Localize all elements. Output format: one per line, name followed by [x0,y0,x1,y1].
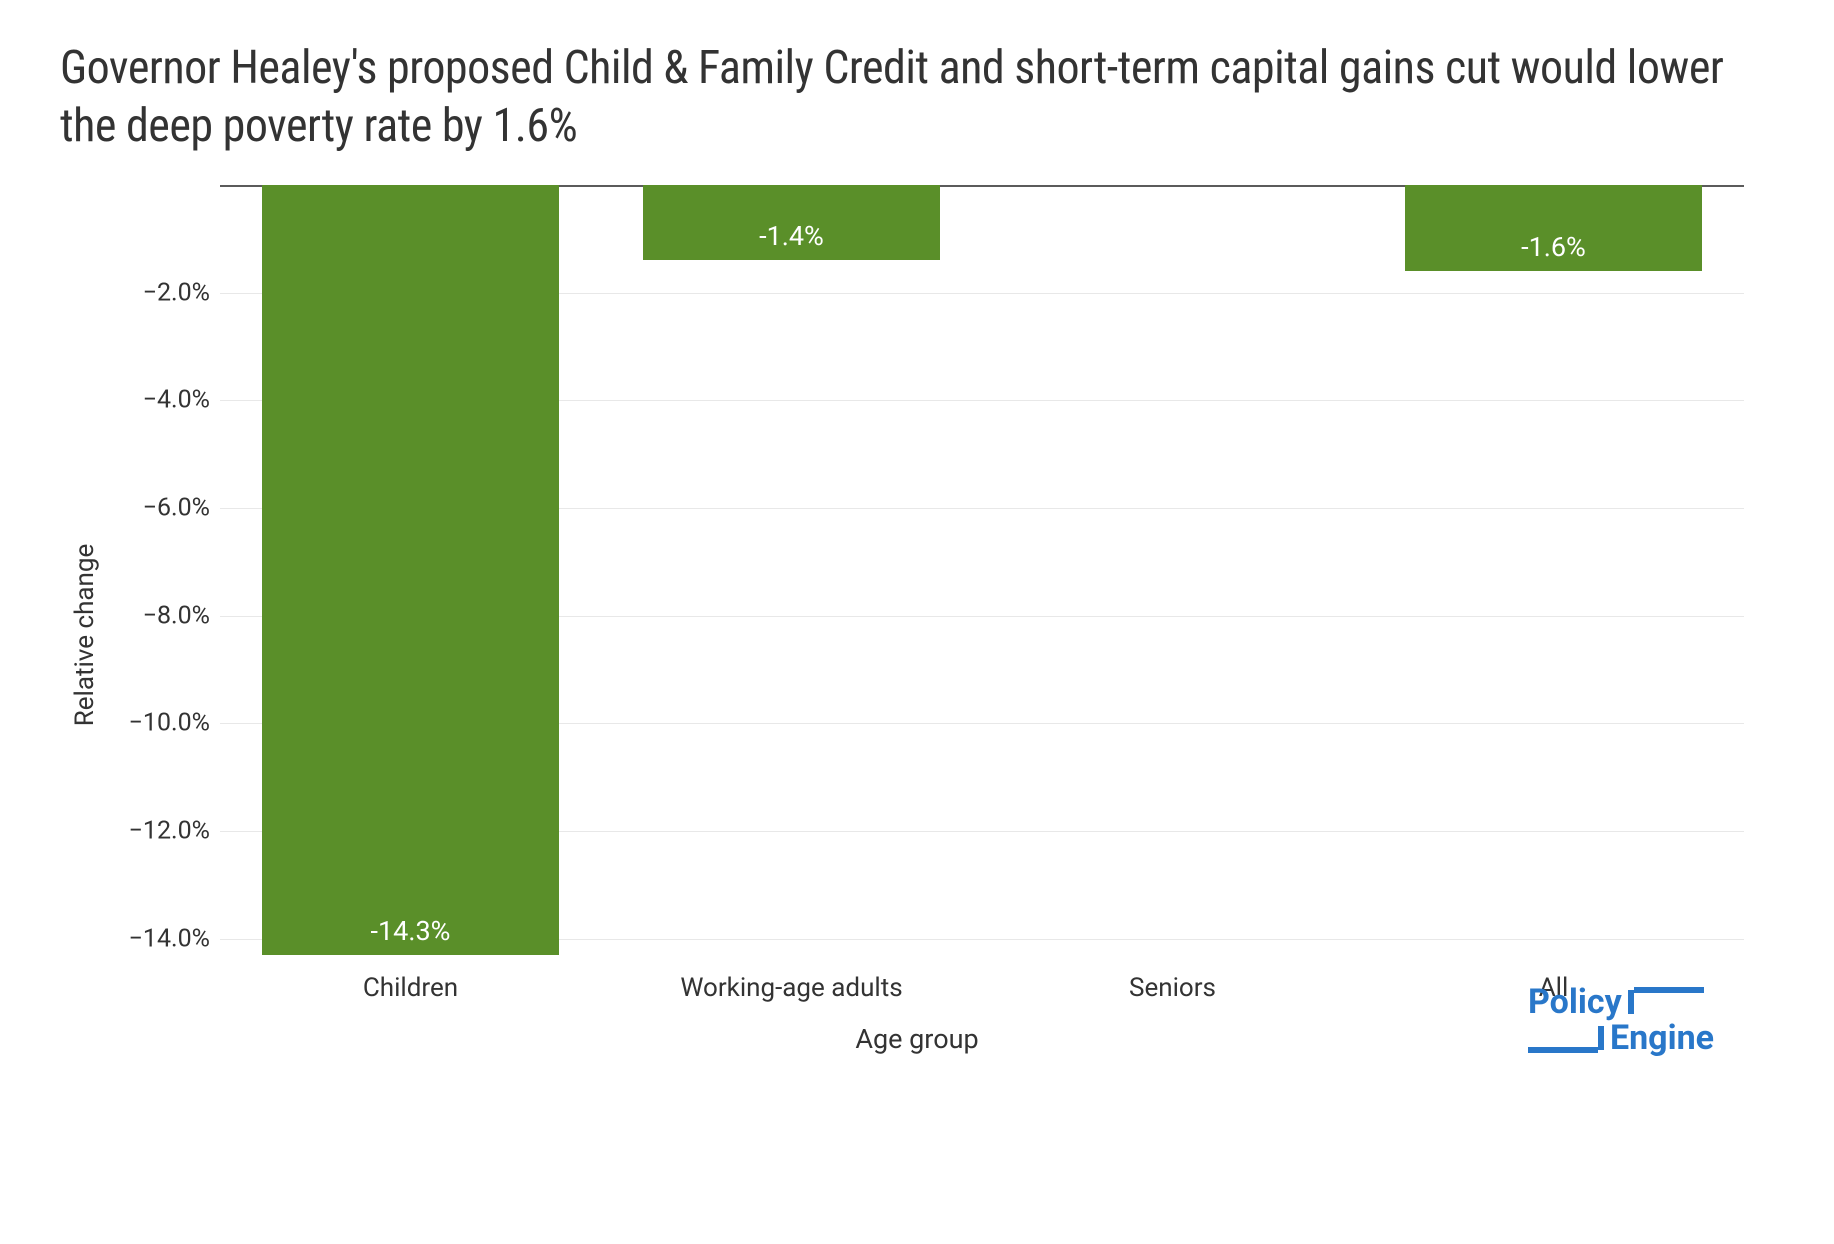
bar: -14.3% [262,185,559,955]
logo-text-policy: Policy [1528,985,1622,1019]
logo-row-2: Engine [1528,1021,1714,1055]
chart-container: Governor Healey's proposed Child & Famil… [0,0,1834,1244]
yaxis-title: Relative change [70,544,100,727]
ytick-label: −8.0% [70,601,210,630]
bar-slot: -14.3% [262,185,559,955]
ytick-label: −14.0% [70,924,210,953]
bars-group: -14.3% -1.4% -1.6% [220,185,1744,955]
logo-line-icon [1528,1047,1598,1053]
bar: -1.6% [1405,185,1702,271]
logo-row-1: Policy [1528,985,1714,1019]
ytick-label: −12.0% [70,817,210,846]
ytick-label: −6.0% [70,494,210,523]
bar-slot: -1.6% [1405,185,1702,955]
logo-line-icon [1634,987,1704,993]
ytick-label: −4.0% [70,386,210,415]
bar-value-label: -14.3% [262,915,559,947]
bar-value-label: -1.4% [643,220,940,252]
ytick-label: −2.0% [70,278,210,307]
bar: -1.4% [643,185,940,260]
logo-bracket-icon [1628,990,1634,1014]
chart-area: Relative change −2.0% −4.0% −6.0% −8.0% −10.… [60,185,1774,1085]
plot-area: -14.3%-1.4%-1.6% ChildrenWorking-age adu… [220,185,1744,955]
policyengine-logo: Policy Engine [1528,985,1714,1055]
xtick-label: Children [363,973,458,1003]
bar-slot [1024,185,1321,955]
bar-value-label: -1.6% [1405,231,1702,263]
xtick-label: Working-age adults [680,973,902,1003]
logo-bracket-icon [1598,1026,1604,1050]
ytick-label: −10.0% [70,709,210,738]
bar-slot: -1.4% [643,185,940,955]
xaxis-title: Age group [855,1023,978,1055]
logo-text-engine: Engine [1610,1021,1714,1055]
xtick-label: Seniors [1129,973,1216,1003]
chart-title: Governor Healey's proposed Child & Famil… [60,40,1774,155]
